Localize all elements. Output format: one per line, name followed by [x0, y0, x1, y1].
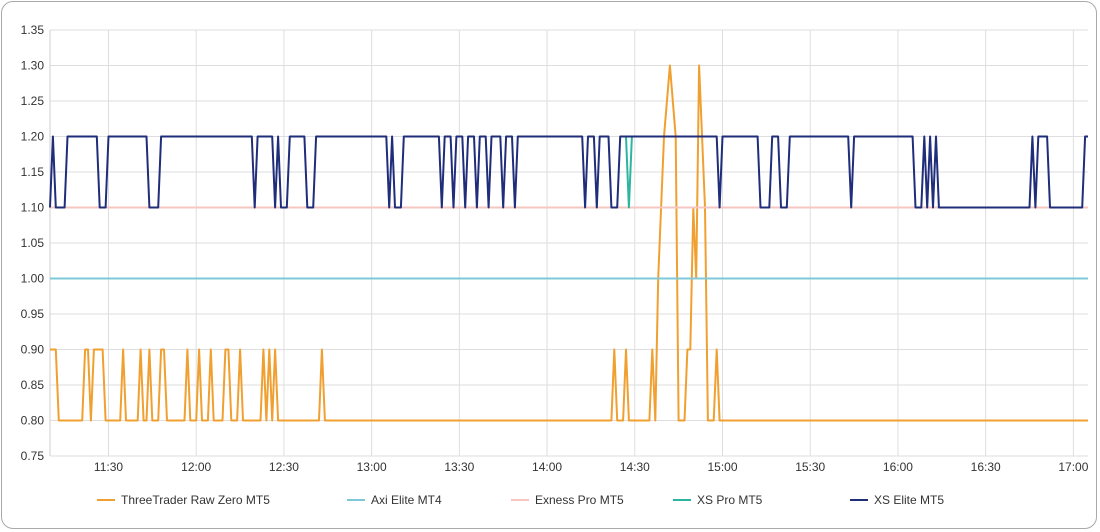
legend-label: ThreeTrader Raw Zero MT5 — [121, 493, 270, 507]
legend-label: Axi Elite MT4 — [371, 493, 442, 507]
x-tick-label: 11:30 — [94, 460, 123, 474]
y-tick-label: 1.25 — [21, 94, 45, 108]
x-tick-label: 14:00 — [532, 460, 562, 474]
x-tick-label: 12:30 — [269, 460, 299, 474]
x-tick-label: 15:00 — [707, 460, 737, 474]
x-tick-label: 17:00 — [1058, 460, 1088, 474]
series-line-4 — [49, 135, 1088, 209]
x-tick-label: 13:30 — [444, 460, 474, 474]
legend: ThreeTrader Raw Zero MT5 Axi Elite MT4 Exn… — [97, 493, 944, 507]
legend-label: XS Elite MT5 — [874, 493, 944, 507]
series-line-0 — [50, 64, 1088, 422]
y-tick-label: 0.75 — [21, 449, 45, 463]
y-tick-label: 1.35 — [21, 23, 45, 37]
x-tick-label: 13:00 — [357, 460, 387, 474]
y-tick-label: 1.15 — [21, 165, 45, 179]
y-tick-label: 0.85 — [21, 378, 45, 392]
y-axis-ticks: 0.75 0.80 0.85 0.90 0.95 1.00 1.05 1.10 1.15 1.20… — [21, 23, 45, 463]
x-tick-label: 14:30 — [620, 460, 650, 474]
series-lines — [49, 64, 1088, 422]
y-tick-label: 1.30 — [21, 59, 45, 73]
x-axis-ticks: 11:30 12:00 12:30 13:00 13:30 14:00 14:30 15:00… — [94, 460, 1089, 474]
legend-label: Exness Pro MT5 — [535, 493, 624, 507]
x-tick-label: 16:00 — [883, 460, 913, 474]
y-tick-label: 1.05 — [21, 236, 45, 250]
y-tick-label: 0.95 — [21, 307, 45, 321]
y-tick-label: 1.10 — [21, 201, 45, 215]
x-tick-label: 15:30 — [795, 460, 825, 474]
grid-lines — [49, 29, 1088, 457]
x-tick-label: 16:30 — [971, 460, 1001, 474]
x-tick-label: 12:00 — [181, 460, 211, 474]
legend-label: XS Pro MT5 — [697, 493, 763, 507]
y-tick-label: 0.90 — [21, 343, 45, 357]
y-tick-label: 1.00 — [21, 272, 45, 286]
y-tick-label: 1.20 — [21, 130, 45, 144]
y-tick-label: 0.80 — [21, 414, 45, 428]
